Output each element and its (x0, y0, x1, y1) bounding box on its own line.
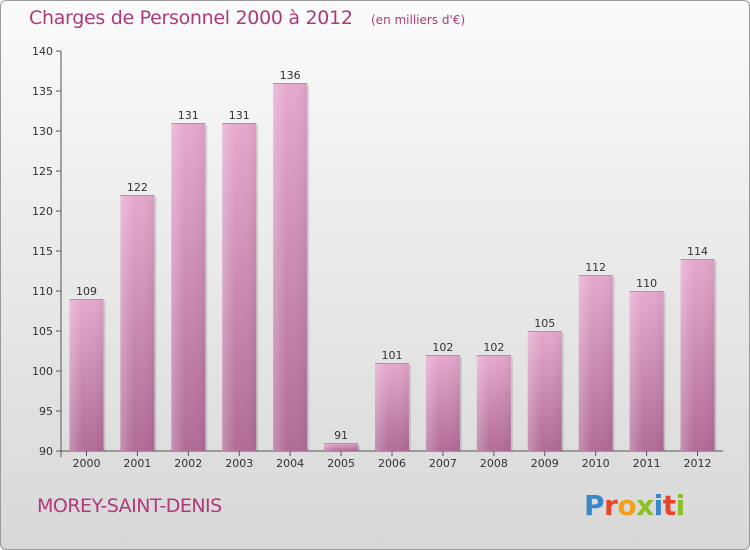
data-label: 109 (76, 285, 97, 298)
y-tick-label: 100 (32, 365, 53, 378)
data-label: 122 (127, 181, 148, 194)
bar-highlight (578, 275, 613, 451)
x-tick-label: 2012 (684, 457, 712, 470)
data-label: 131 (229, 109, 250, 122)
bar-highlight (375, 363, 409, 451)
bar-highlight (222, 123, 257, 451)
y-tick-label: 120 (32, 205, 53, 218)
data-label: 102 (483, 341, 504, 354)
x-tick-label: 2001 (123, 457, 151, 470)
bar-highlight (273, 83, 308, 451)
x-tick-label: 2009 (531, 457, 559, 470)
logo-letter: i (675, 489, 686, 522)
bar-highlight (120, 195, 155, 451)
data-label: 112 (585, 261, 606, 274)
town-name: MOREY-SAINT-DENIS (37, 495, 222, 517)
data-label: 91 (334, 429, 348, 442)
bar-highlight (324, 443, 359, 451)
y-tick-label: 140 (32, 45, 53, 58)
x-tick-label: 2008 (480, 457, 508, 470)
x-tick-label: 2011 (633, 457, 661, 470)
y-tick-label: 95 (39, 405, 53, 418)
data-labels: 109 122 131 131 136 91 101 102 102 105 112 110 114 (76, 69, 708, 442)
chart-title: Charges de Personnel 2000 à 2012 (29, 7, 353, 29)
data-label: 110 (636, 277, 657, 290)
y-tick-label: 130 (32, 125, 53, 138)
data-label: 114 (687, 245, 708, 258)
bar-highlight (629, 291, 664, 451)
bars (69, 83, 717, 451)
x-tick-label: 2006 (378, 457, 406, 470)
x-tick-label: 2002 (174, 457, 202, 470)
logo-letter: t (662, 489, 676, 522)
x-tick-label: 2004 (276, 457, 304, 470)
bar-highlight (69, 299, 104, 451)
y-tick-label: 125 (32, 165, 53, 178)
x-tick-label: 2000 (72, 457, 100, 470)
y-tick-label: 110 (32, 285, 53, 298)
bar-highlight (680, 259, 715, 451)
logo-letter: x (636, 489, 654, 522)
bar-highlight (476, 355, 511, 451)
logo-letter: r (604, 489, 618, 522)
proxiti-logo: Proxiti (584, 489, 685, 522)
logo-letter: P (584, 489, 605, 522)
logo-letter: o (617, 489, 637, 522)
bar-highlight (171, 123, 206, 451)
x-tick-label: 2007 (429, 457, 457, 470)
y-tick-label: 115 (32, 245, 53, 258)
chart-subtitle: (en milliers d'€) (371, 13, 466, 27)
logo-letter: i (653, 489, 664, 522)
data-label: 101 (382, 349, 403, 362)
data-label: 136 (280, 69, 301, 82)
x-tick-label: 2005 (327, 457, 355, 470)
data-label: 105 (534, 317, 555, 330)
bar-highlight (425, 355, 460, 451)
y-tick-label: 90 (39, 445, 53, 458)
y-tick-label: 135 (32, 85, 53, 98)
x-tick-label: 2010 (582, 457, 610, 470)
y-tick-label: 105 (32, 325, 53, 338)
bar-highlight (527, 331, 562, 451)
data-label: 131 (178, 109, 199, 122)
x-tick-label: 2003 (225, 457, 253, 470)
data-label: 102 (432, 341, 453, 354)
